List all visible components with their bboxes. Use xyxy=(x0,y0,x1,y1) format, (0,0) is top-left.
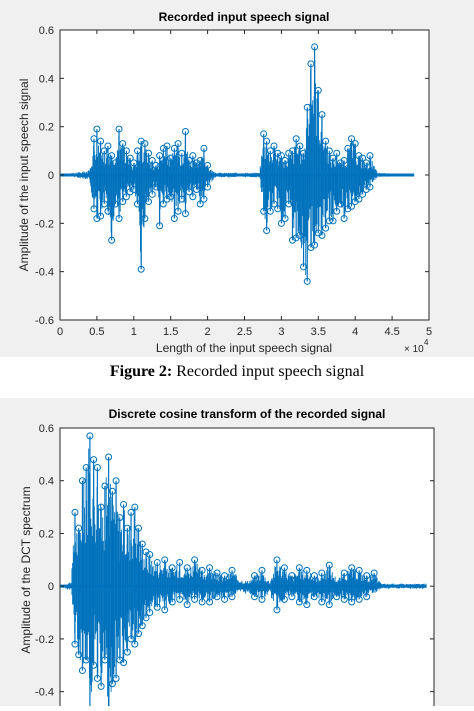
y-tick-label: 0.6 xyxy=(39,423,54,435)
x-exponent-label: × 10 xyxy=(404,344,424,355)
x-tick-label: 1 xyxy=(131,326,137,338)
y-tick-label: -0.4 xyxy=(35,687,54,699)
x-tick-label: 4.5 xyxy=(384,326,399,338)
x-tick-label: 4 xyxy=(352,326,358,338)
y-tick-label: 0 xyxy=(48,581,54,593)
figure-1-panel: -0.6 -0.4 -0.2 0 0.2 0.4 0.6 0 0.5 1 1.5 2 2.5 3 3.5 4 4… xyxy=(0,0,474,357)
y-tick-label: 0 xyxy=(48,170,54,182)
series-markers xyxy=(90,43,374,285)
chart-dct-spectrum: -0.4 -0.2 0 0.2 0.4 0.6 Discrete cosine trans… xyxy=(19,407,435,711)
y-axis-label: Amplitude of the input speech signal xyxy=(17,79,31,272)
x-tick-label: 1.5 xyxy=(163,326,178,338)
x-tick-label: 5 xyxy=(426,326,432,338)
series-markers xyxy=(71,432,378,711)
caption-text: Recorded input speech signal xyxy=(172,363,365,380)
y-tick-label: 0.6 xyxy=(39,25,54,37)
caption-label: Figure 2: xyxy=(109,363,173,380)
y-axis-label: Amplitude of the DCT spectrum xyxy=(19,486,33,653)
x-tick-label: 0.5 xyxy=(89,326,104,338)
x-tick-label: 3 xyxy=(278,326,284,338)
x-exponent-power: 4 xyxy=(424,338,429,347)
y-tick-label: -0.4 xyxy=(35,267,54,279)
figure-caption: Figure 2: Recorded input speech signal xyxy=(0,363,474,381)
y-tick-label: 0.2 xyxy=(39,122,54,134)
x-tick-label: 0 xyxy=(57,326,63,338)
chart-title: Recorded input speech signal xyxy=(159,10,330,24)
x-tick-label: 2.5 xyxy=(237,326,252,338)
chart-recorded-speech: -0.6 -0.4 -0.2 0 0.2 0.4 0.6 0 0.5 1 1.5 2 2.5 3 3.5 4 4… xyxy=(17,10,432,355)
x-tick-label: 2 xyxy=(205,326,211,338)
y-tick-label: 0.4 xyxy=(39,73,54,85)
y-tick-label: -0.6 xyxy=(35,315,54,327)
x-tick-label: 3.5 xyxy=(311,326,326,338)
y-tick-label: -0.2 xyxy=(35,634,54,646)
x-axis-label: Length of the input speech signal xyxy=(156,341,332,355)
chart-title: Discrete cosine transform of the recorde… xyxy=(109,407,386,421)
y-tick-label: 0.2 xyxy=(39,528,54,540)
figure-2-panel: -0.4 -0.2 0 0.2 0.4 0.6 Discrete cosine trans… xyxy=(0,398,474,711)
y-tick-label: 0.4 xyxy=(39,476,54,488)
y-tick-label: -0.2 xyxy=(35,218,54,230)
